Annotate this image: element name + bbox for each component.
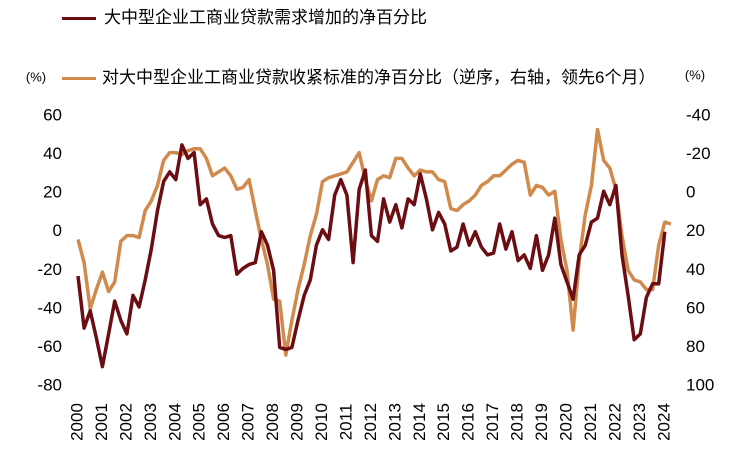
x-tick-label: 2021 <box>581 403 600 441</box>
y-tick-label: 40 <box>43 144 62 163</box>
x-tick-label: 2014 <box>410 403 429 441</box>
x-tick-label: 2011 <box>336 404 355 441</box>
x-tick-label: 2017 <box>483 403 502 441</box>
x-tick-label: 2012 <box>361 403 380 441</box>
x-tick-label: 2006 <box>214 403 233 441</box>
x-tick-label: 2013 <box>385 403 404 441</box>
x-tick-label: 2024 <box>654 403 673 441</box>
y2-tick-label: 20 <box>686 221 705 240</box>
y2-tick-label: 40 <box>686 260 705 279</box>
x-tick-label: 2004 <box>165 403 184 441</box>
x-tick-label: 2020 <box>556 403 575 441</box>
y-tick-label: -80 <box>37 375 62 394</box>
line-series <box>76 143 667 369</box>
legend-swatch <box>62 17 96 20</box>
x-tick-label: 2007 <box>239 403 258 441</box>
legend-label: 对大中型企业工商业贷款收紧标准的净百分比（逆序，右轴，领先6个月） <box>102 68 656 87</box>
x-tick-label: 2019 <box>532 403 551 441</box>
y-tick-label: -40 <box>37 298 62 317</box>
y2-tick-label: 0 <box>686 183 695 202</box>
x-tick-label: 2008 <box>263 403 282 441</box>
line-series <box>76 127 672 357</box>
y-tick-label: 20 <box>43 183 62 202</box>
y-tick-label: 0 <box>53 221 62 240</box>
legend-entry: 大中型企业工商业贷款需求增加的净百分比 <box>62 6 702 32</box>
y2-tick-label: 80 <box>686 337 705 356</box>
y-tick-label: -20 <box>37 260 62 279</box>
x-tick-label: 2010 <box>312 403 331 441</box>
y-tick-label: -60 <box>37 337 62 356</box>
y2-tick-label: -40 <box>686 105 711 124</box>
x-tick-label: 2016 <box>459 403 478 441</box>
y2-tick-label: -20 <box>686 144 711 163</box>
x-tick-label: 2015 <box>434 403 453 441</box>
x-tick-label: 2022 <box>605 403 624 441</box>
x-tick-label: 2009 <box>288 403 307 441</box>
x-tick-label: 2018 <box>508 403 527 441</box>
x-tick-label: 2023 <box>630 403 649 441</box>
x-tick-label: 2003 <box>141 403 160 441</box>
legend-entry: 对大中型企业工商业贷款收紧标准的净百分比（逆序，右轴，领先6个月） <box>62 66 682 118</box>
y2-tick-label: 100 <box>686 375 714 394</box>
x-tick-label: 2002 <box>116 403 135 441</box>
legend-swatch <box>62 77 96 80</box>
y-axis-label: (%) <box>26 69 46 84</box>
legend-label: 大中型企业工商业贷款需求增加的净百分比 <box>104 8 427 27</box>
x-tick-label: 2005 <box>190 403 209 441</box>
y2-tick-label: 60 <box>686 298 705 317</box>
y-tick-label: 60 <box>43 105 62 124</box>
x-tick-label: 2000 <box>67 403 86 441</box>
x-tick-label: 2001 <box>92 403 111 441</box>
y2-axis-label: (%) <box>685 67 705 82</box>
